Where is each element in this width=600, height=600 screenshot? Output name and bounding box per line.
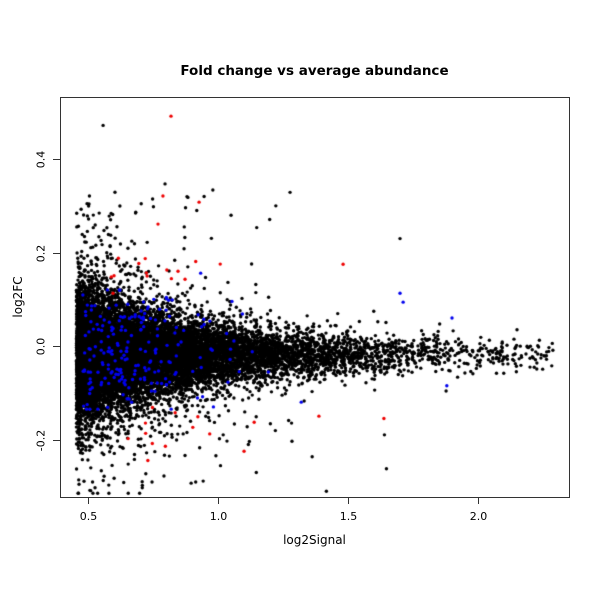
chart-title: Fold change vs average abundance: [180, 63, 449, 79]
x-tick-label: 1.0: [209, 510, 228, 523]
y-tick-label: -0.2: [34, 429, 48, 451]
x-axis-label: log2Signal: [283, 533, 346, 547]
y-axis-label: log2FC: [11, 276, 25, 318]
x-tick-label: 2.0: [469, 510, 488, 523]
x-tick-label: 0.5: [79, 510, 98, 523]
x-tick-label: 1.5: [339, 510, 358, 523]
y-tick-label: 0.0: [34, 337, 48, 355]
y-tick-label: 0.2: [34, 244, 48, 262]
y-tick-label: 0.4: [34, 150, 48, 168]
